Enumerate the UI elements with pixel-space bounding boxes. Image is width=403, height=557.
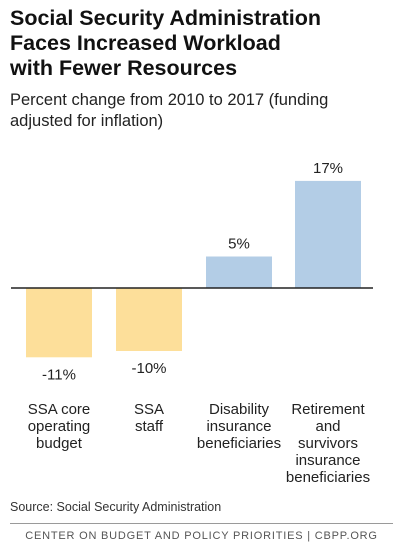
data-label-4: 17% bbox=[313, 160, 343, 177]
category-label-4: and bbox=[315, 418, 340, 435]
bar-4 bbox=[295, 180, 361, 288]
footer-divider bbox=[10, 523, 393, 524]
category-label-4: survivors bbox=[298, 435, 358, 452]
category-label-2: SSA bbox=[134, 401, 164, 418]
data-label-2: -10% bbox=[131, 360, 166, 377]
subtitle-line: Percent change from 2010 to 2017 (fundin… bbox=[10, 91, 329, 109]
chart-subtitle: Percent change from 2010 to 2017 (fundin… bbox=[10, 90, 400, 132]
category-label-1: SSA core bbox=[28, 401, 91, 418]
category-label-4: Retirement bbox=[291, 401, 365, 418]
data-label-1: -11% bbox=[42, 366, 76, 383]
source-note: Source: Social Security Administration bbox=[10, 500, 222, 514]
title-line: with Fewer Resources bbox=[10, 56, 238, 80]
bar-2 bbox=[116, 288, 182, 351]
category-label-3: insurance bbox=[206, 418, 271, 435]
title-line: Faces Increased Workload bbox=[10, 31, 281, 55]
category-label-4: beneficiaries bbox=[286, 469, 370, 486]
title-line: Social Security Administration bbox=[10, 6, 322, 30]
bar-3 bbox=[206, 256, 272, 288]
subtitle-line: adjusted for inflation) bbox=[10, 112, 164, 130]
bar-1 bbox=[26, 288, 92, 358]
data-label-3: 5% bbox=[228, 236, 250, 253]
category-label-2: staff bbox=[135, 418, 164, 435]
category-label-1: budget bbox=[36, 435, 83, 452]
category-label-1: operating bbox=[28, 418, 91, 435]
category-label-4: insurance bbox=[295, 452, 360, 469]
category-label-3: Disability bbox=[209, 401, 270, 418]
category-label-3: beneficiaries bbox=[197, 435, 281, 452]
footer-credit: CENTER ON BUDGET AND POLICY PRIORITIES |… bbox=[25, 530, 378, 542]
chart-title: Social Security Administration Faces Inc… bbox=[10, 6, 400, 81]
